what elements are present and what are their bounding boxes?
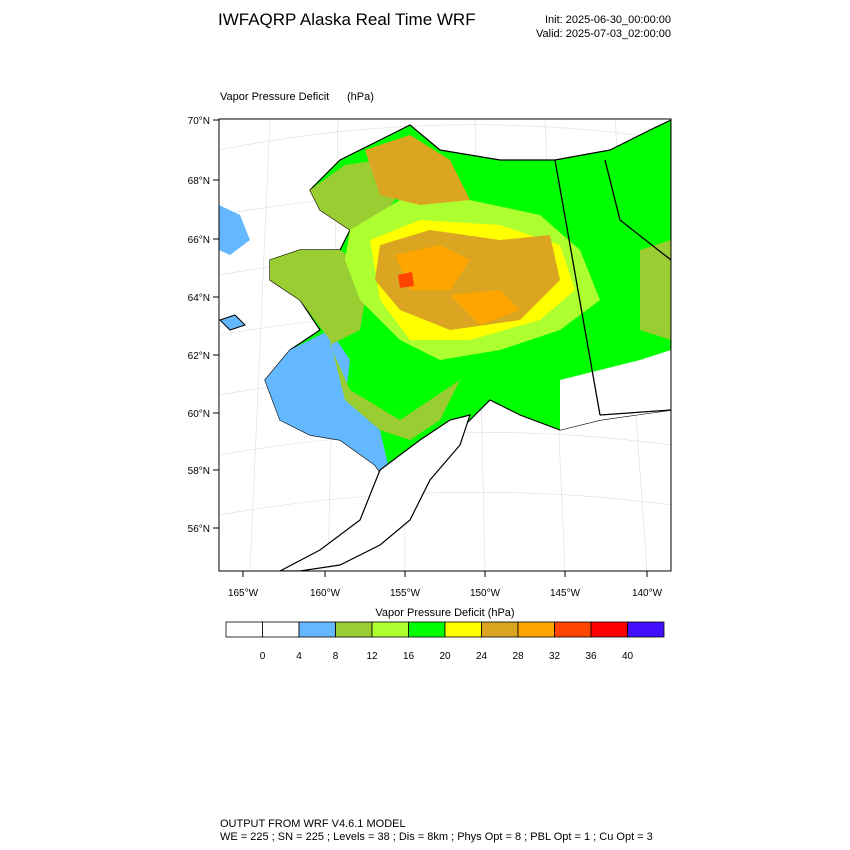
lat-label: 60°N	[188, 409, 210, 420]
lon-label: 160°W	[310, 588, 341, 599]
lon-label: 150°W	[470, 588, 501, 599]
colorbar-label: 24	[476, 651, 488, 662]
footer-line: OUTPUT FROM WRF V4.6.1 MODEL	[220, 818, 406, 830]
init-time: Init: 2025-06-30_00:00:00	[545, 14, 671, 26]
lat-label: 66°N	[188, 235, 210, 246]
valid-time: Valid: 2025-07-03_02:00:00	[536, 28, 671, 40]
colorbar-box	[262, 621, 300, 638]
lat-label: 70°N	[188, 116, 210, 127]
colorbar-label: 40	[622, 651, 634, 662]
colorbar-box	[481, 621, 519, 638]
footer-line: WE = 225 ; SN = 225 ; Levels = 38 ; Dis …	[220, 831, 653, 843]
colorbar-box	[444, 621, 482, 638]
lon-label: 155°W	[390, 588, 421, 599]
colorbar-label: 12	[366, 651, 378, 662]
lat-label: 64°N	[188, 293, 210, 304]
colorbar-box	[627, 621, 665, 638]
lon-label: 140°W	[632, 588, 663, 599]
map-axes: 70°N 68°N 66°N 64°N 62°N 60°N 58°N 56°N 165°W 160…	[188, 116, 663, 599]
colorbar-box	[554, 621, 592, 638]
colorbar-label: 20	[439, 651, 451, 662]
colorbar-box	[517, 621, 555, 638]
lat-label: 58°N	[188, 466, 210, 477]
colorbar-title: Vapor Pressure Deficit (hPa)	[375, 607, 514, 619]
colorbar: 0 4 8 12 16 20 24 28 32 36 40	[225, 621, 665, 662]
map	[218, 118, 672, 572]
colorbar-label: 32	[549, 651, 561, 662]
colorbar-box	[335, 621, 373, 638]
colorbar-label: 28	[512, 651, 524, 662]
title: IWFAQRP Alaska Real Time WRF	[218, 10, 476, 29]
colorbar-box	[371, 621, 409, 638]
colorbar-label: 36	[585, 651, 597, 662]
colorbar-box	[298, 621, 336, 638]
lat-label: 62°N	[188, 351, 210, 362]
colorbar-label: 0	[260, 651, 266, 662]
colorbar-label: 8	[333, 651, 339, 662]
colorbar-label: 4	[296, 651, 302, 662]
lat-label: 56°N	[188, 524, 210, 535]
lat-label: 68°N	[188, 176, 210, 187]
field-units: (hPa)	[347, 91, 374, 103]
field-name: Vapor Pressure Deficit	[220, 91, 329, 103]
lon-label: 145°W	[550, 588, 581, 599]
lon-label: 165°W	[228, 588, 259, 599]
colorbar-label: 16	[403, 651, 415, 662]
colorbar-box	[590, 621, 628, 638]
colorbar-box	[408, 621, 446, 638]
colorbar-box	[225, 621, 263, 638]
